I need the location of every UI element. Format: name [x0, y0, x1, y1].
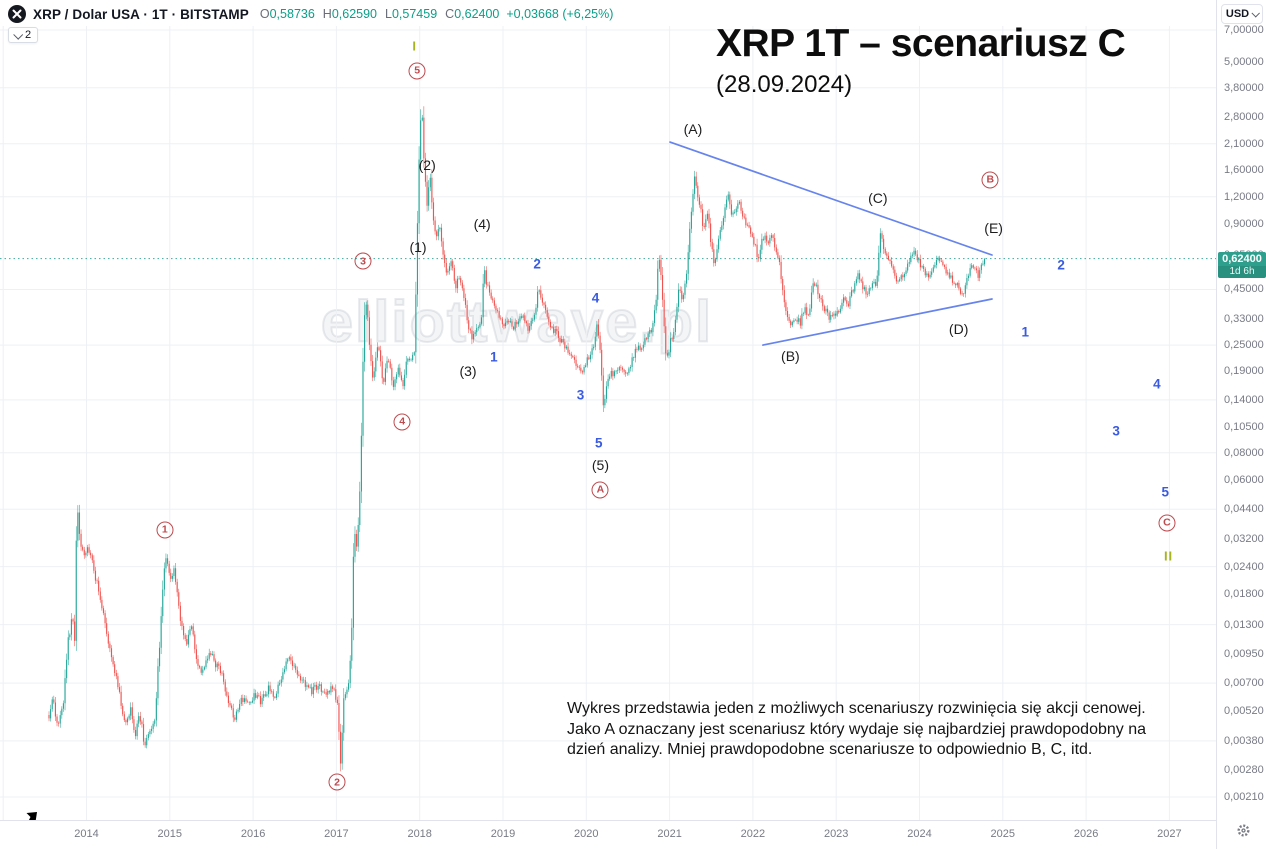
currency-label: USD [1225, 8, 1250, 20]
watermark: elliottwave.pl [320, 289, 714, 356]
price-tick: 0,04400 [1224, 503, 1264, 516]
analysis-note: Wykres przedstawia jeden z możliwych sce… [567, 699, 1146, 761]
year-tick: 2016 [240, 828, 266, 840]
price-tick: 0,14000 [1224, 393, 1264, 406]
ohlc-close: C0,62400 [445, 7, 500, 21]
year-tick: 2014 [74, 828, 99, 840]
price-tick: 7,00000 [1224, 24, 1264, 36]
price-tick: 0,02400 [1224, 560, 1264, 573]
currency-button[interactable]: USD [1221, 4, 1263, 24]
chevron-down-icon [1251, 9, 1261, 18]
legend-collapse-toggle[interactable]: 2 [8, 27, 39, 43]
year-tick: 2015 [157, 828, 183, 840]
time-axis[interactable]: 2014 2015 2016 2017 2018 2019 2020 2021 2022 2023… [0, 820, 1216, 849]
year-tick: 2020 [574, 828, 599, 840]
year-tick: 2022 [740, 828, 766, 840]
price-tick: 0,00380 [1224, 734, 1264, 747]
year-tick: 2017 [324, 828, 349, 840]
price-axis[interactable]: USD 7,00000 5,00000 3,80000 2,80000 2,10000 1… [1216, 0, 1266, 849]
price-tick: 0,00210 [1224, 790, 1264, 803]
price-tick: 0,90000 [1224, 217, 1264, 230]
chart-title: XRP 1T – scenariusz C [716, 22, 1126, 65]
year-tick: 2023 [823, 828, 849, 840]
analysis-note-line: dzień analizy. Mniej prawdopodobne scena… [567, 741, 1093, 758]
year-tick: 2027 [1157, 828, 1182, 840]
chevron-down-icon [13, 29, 24, 40]
badge-price: 0,62400 [1222, 253, 1262, 266]
chart-pane[interactable] [0, 0, 1216, 820]
year-tick: 2019 [490, 828, 516, 840]
legend-toggle-count: 2 [25, 29, 32, 41]
price-tick: 0,03200 [1224, 533, 1264, 546]
chart-title-block: XRP 1T – scenariusz C (28.09.2024) [716, 22, 1126, 99]
price-tick: 0,01800 [1224, 587, 1264, 600]
price-tick: 0,19000 [1224, 365, 1264, 378]
ohlc-values: O0,58736 H0,62590 L0,57459 C0,62400 [260, 7, 500, 21]
ohlc-open: O0,58736 [259, 7, 315, 21]
symbol-title: XRP / Dolar USA · 1T · BITSTAMP [33, 6, 249, 22]
change-value: +0,03668 (+6,25%) [506, 7, 614, 21]
badge-countdown: 1d 6h [1218, 266, 1266, 279]
symbol-legend[interactable]: XRP / Dolar USA · 1T · BITSTAMP O0,58736… [8, 5, 613, 23]
price-tick: 0,10500 [1224, 421, 1264, 434]
price-tick: 2,80000 [1224, 110, 1264, 123]
price-tick: 0,01300 [1224, 618, 1264, 631]
chart-subtitle: (28.09.2024) [716, 71, 853, 98]
price-tick: 0,00280 [1224, 763, 1264, 776]
price-tick: 0,25000 [1224, 339, 1264, 352]
price-tick: 1,20000 [1224, 190, 1264, 203]
xrp-logo-icon [8, 5, 26, 23]
price-tick: 0,00700 [1224, 677, 1264, 690]
price-tick: 2,10000 [1224, 137, 1264, 150]
price-tick: 1,60000 [1224, 163, 1264, 176]
price-tick: 5,00000 [1224, 55, 1264, 68]
price-badge: 0,62400 1d 6h [1218, 252, 1266, 279]
price-tick: 0,45000 [1224, 283, 1264, 296]
analysis-note-line: Wykres przedstawia jeden z możliwych sce… [567, 700, 1146, 717]
year-tick: 2025 [990, 828, 1016, 840]
year-tick: 2021 [657, 828, 682, 840]
price-tick: 0,00950 [1224, 648, 1264, 661]
price-tick: 0,00520 [1224, 705, 1264, 718]
axis-settings-gear-icon[interactable] [1236, 823, 1251, 843]
ohlc-low: L0,57459 [385, 7, 438, 21]
ohlc-high: H0,62590 [322, 7, 378, 21]
year-tick: 2024 [907, 828, 932, 840]
price-tick: 0,33000 [1224, 312, 1264, 325]
price-tick: 0,06000 [1224, 474, 1264, 486]
year-tick: 2026 [1073, 828, 1099, 840]
year-tick: 2018 [407, 828, 432, 840]
price-tick: 3,80000 [1224, 81, 1264, 94]
price-tick: 0,08000 [1224, 446, 1264, 459]
analysis-note-line: Jako A oznaczany jest scenariusz który w… [567, 720, 1146, 738]
